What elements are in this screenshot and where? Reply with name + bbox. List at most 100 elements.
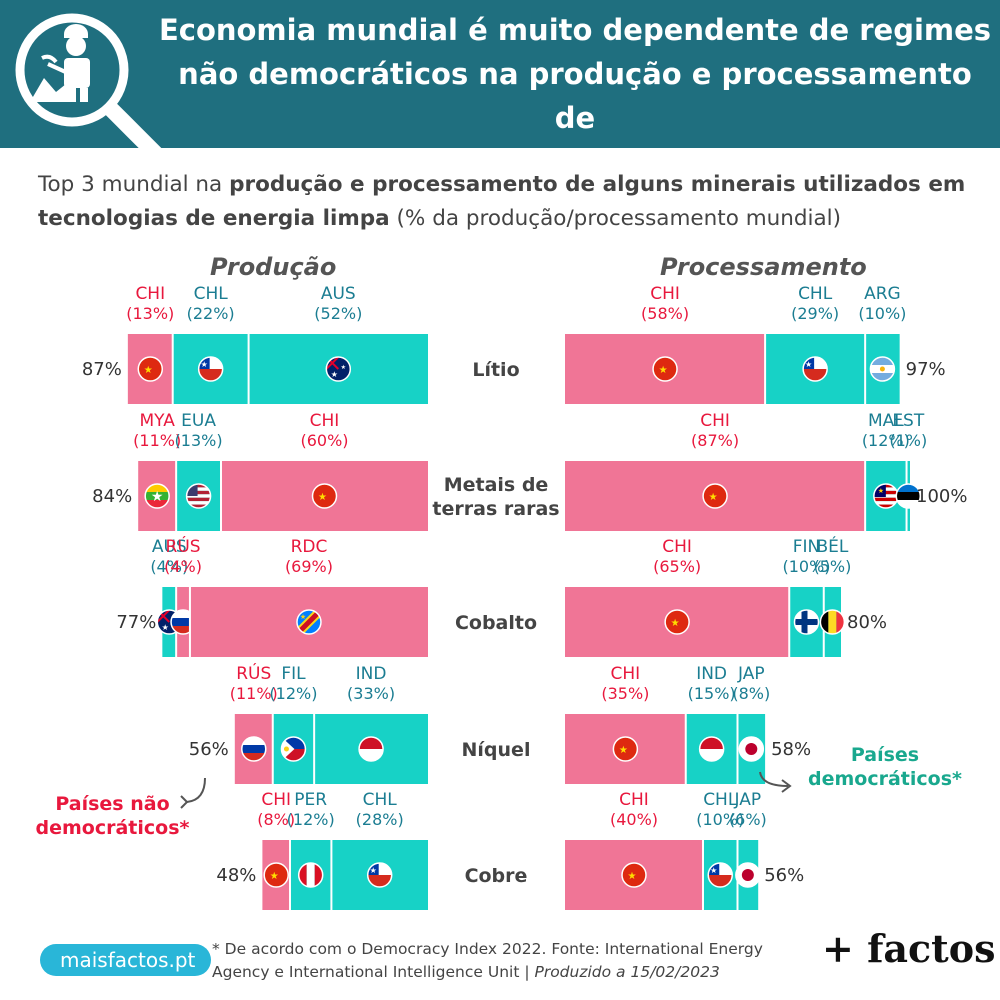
svg-text:★: ★: [878, 487, 884, 495]
segment-value-label: (33%): [347, 684, 395, 703]
row-total-label: 80%: [847, 612, 887, 633]
flag-australia-icon: ★★: [325, 356, 352, 382]
note-democratic: Países democráticos*: [808, 744, 962, 790]
category-label: Cobalto: [455, 612, 537, 634]
segment-country-label: CHI: [619, 790, 649, 810]
category-label-line: Metais de: [444, 474, 549, 496]
panel-title-processamento: Processamento: [660, 253, 867, 281]
segment-value-label: (8%): [732, 684, 770, 703]
svg-text:★: ★: [659, 365, 668, 376]
page-title: Economia mundial é muito dependente de r…: [158, 13, 992, 223]
row-total-label: 87%: [82, 359, 122, 380]
segment-value-label: (12%): [269, 684, 317, 703]
flag-china-icon: ★: [664, 609, 690, 635]
segment-country-label: CHI: [261, 790, 291, 810]
category-label-line: Níquel: [462, 739, 531, 761]
flag-estonia-icon: [895, 483, 922, 509]
flag-chile-icon: ★: [802, 356, 828, 382]
category-label: Cobre: [465, 865, 528, 887]
segment-country-label: FIL: [281, 664, 306, 684]
segment-country-label: IND: [696, 664, 727, 684]
svg-text:★: ★: [341, 364, 346, 371]
svg-text:★: ★: [671, 618, 680, 629]
flag-peru-icon: [297, 862, 324, 888]
flag-philippines-icon: [280, 736, 307, 762]
segment-value-label: (58%): [641, 304, 689, 323]
row-total-label: 48%: [216, 865, 256, 886]
segment-country-label: BÉL: [816, 535, 848, 557]
flag-russia-icon: [241, 736, 267, 762]
arrow-democratic: [759, 771, 789, 787]
header-banner: [0, 0, 1000, 148]
footnote-date: Produzido a 15/02/2023: [534, 963, 720, 981]
segment-value-label: (10%): [782, 557, 830, 576]
category-label: Níquel: [462, 739, 531, 761]
flag-chile-icon: ★: [707, 862, 733, 888]
svg-text:★: ★: [201, 360, 208, 369]
svg-text:★: ★: [709, 492, 718, 503]
segment-country-label: RÚS: [166, 535, 201, 557]
segment-country-label: AUS: [152, 537, 187, 557]
segment-value-label: (10%): [858, 304, 906, 323]
segment-value-label: (35%): [601, 684, 649, 703]
chart-subtitle: Top 3 mundial na produção e processament…: [38, 168, 988, 236]
row-total-label: 100%: [916, 486, 967, 507]
segment-value-label: (8%): [257, 810, 295, 829]
segment-country-label: MAL: [868, 411, 904, 431]
segment-value-label: (1%): [889, 431, 927, 450]
flag-japan-icon: [738, 736, 765, 762]
category-label-line: Cobalto: [455, 612, 537, 634]
svg-text:★: ★: [151, 489, 164, 505]
segment-value-label: (28%): [356, 810, 404, 829]
flag-japan-icon: [735, 862, 761, 888]
flag-china-icon: ★: [137, 356, 164, 382]
segment-country-label: FIN: [793, 537, 821, 557]
category-label: Lítio: [472, 359, 519, 381]
segment-value-label: (29%): [791, 304, 839, 323]
flag-china-icon: ★: [621, 862, 647, 888]
row-total-label: 56%: [189, 739, 229, 760]
segment-value-label: (11%): [133, 431, 181, 450]
segment-country-label: RDC: [291, 537, 328, 557]
category-label-line: Cobre: [465, 865, 528, 887]
segment-value-label: (22%): [187, 304, 235, 323]
segment-value-label: (52%): [314, 304, 362, 323]
flag-indonesia-icon: [358, 736, 384, 762]
segment-value-label: (65%): [653, 557, 701, 576]
segment-country-label: CHI: [700, 411, 730, 431]
subtitle-suffix: (% da produção/processamento mundial): [389, 206, 842, 231]
flag-chile-icon: ★: [366, 862, 393, 888]
segment-value-label: (5%): [813, 557, 851, 576]
segment-country-label: IND: [356, 664, 387, 684]
flag-finland-icon: [793, 609, 820, 635]
flag-china-icon: ★: [612, 736, 639, 762]
segment-country-label: JAP: [734, 790, 762, 810]
flag-myanmar-icon: ★: [144, 483, 170, 509]
segment-country-label: RÚS: [236, 662, 271, 684]
brand-logo: + factos: [822, 926, 996, 971]
segment-value-label: (4%): [150, 557, 188, 576]
row-total-label: 97%: [906, 359, 946, 380]
row-total-label: 84%: [92, 486, 132, 507]
segment-country-label: CHI: [650, 284, 680, 304]
segment-value-label: (6%): [729, 810, 767, 829]
row-total-label: 56%: [764, 865, 804, 886]
flag-china-icon: ★: [311, 483, 338, 509]
segment-value-label: (15%): [688, 684, 736, 703]
subtitle-prefix: Top 3 mundial na: [38, 172, 230, 197]
segment-country-label: PER: [294, 790, 327, 810]
category-label: Metais de terras raras: [432, 474, 559, 520]
segment-value-label: (40%): [610, 810, 658, 829]
segment-value-label: (12%): [287, 810, 335, 829]
segment-country-label: JAP: [737, 664, 765, 684]
segment-value-label: (87%): [691, 431, 739, 450]
segment-value-label: (60%): [300, 431, 348, 450]
svg-text:★: ★: [628, 871, 637, 882]
site-link[interactable]: maisfactos.pt: [40, 944, 212, 976]
segment-country-label: MYA: [139, 411, 175, 431]
svg-text:★: ★: [805, 360, 812, 369]
note-non-democratic: Países não democráticos*: [35, 793, 190, 839]
flag-argentina-icon: [869, 356, 896, 382]
flag-china-icon: ★: [702, 483, 728, 509]
